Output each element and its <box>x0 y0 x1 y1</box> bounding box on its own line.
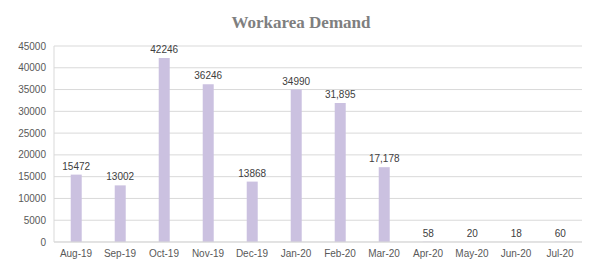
svg-text:36246: 36246 <box>194 70 222 81</box>
html-text:Workarea Demand: Workarea Demand <box>231 13 371 32</box>
svg-text:20000: 20000 <box>18 149 46 160</box>
svg-text:15472: 15472 <box>62 161 90 172</box>
svg-text:17,178: 17,178 <box>369 153 400 164</box>
svg-text:20: 20 <box>467 228 479 239</box>
svg-text:10000: 10000 <box>18 193 46 204</box>
svg-text:0: 0 <box>40 237 46 248</box>
svg-text:May-20: May-20 <box>455 248 489 259</box>
svg-text:60: 60 <box>555 228 567 239</box>
svg-text:Oct-19: Oct-19 <box>149 248 179 259</box>
svg-text:Sep-19: Sep-19 <box>104 248 137 259</box>
svg-text:Jul-20: Jul-20 <box>546 248 574 259</box>
svg-text:13868: 13868 <box>238 168 266 179</box>
svg-text:34990: 34990 <box>282 76 310 87</box>
svg-text:Jun-20: Jun-20 <box>501 248 532 259</box>
svg-text:Dec-19: Dec-19 <box>236 248 269 259</box>
svg-text:Aug-19: Aug-19 <box>60 248 93 259</box>
svg-text:42246: 42246 <box>150 44 178 55</box>
svg-text:31,895: 31,895 <box>325 89 356 100</box>
svg-text:58: 58 <box>423 228 435 239</box>
svg-text:13002: 13002 <box>106 171 134 182</box>
svg-text:Apr-20: Apr-20 <box>413 248 443 259</box>
svg-text:40000: 40000 <box>18 62 46 73</box>
svg-text:Mar-20: Mar-20 <box>368 248 400 259</box>
svg-text:Jan-20: Jan-20 <box>281 248 312 259</box>
svg-text:25000: 25000 <box>18 128 46 139</box>
svg-text:15000: 15000 <box>18 171 46 182</box>
svg-text:Nov-19: Nov-19 <box>192 248 225 259</box>
svg-text:18: 18 <box>511 228 523 239</box>
svg-text:5000: 5000 <box>24 215 47 226</box>
svg-text:Feb-20: Feb-20 <box>324 248 356 259</box>
svg-text:45000: 45000 <box>18 41 46 52</box>
svg-text:30000: 30000 <box>18 106 46 117</box>
svg-text:35000: 35000 <box>18 84 46 95</box>
